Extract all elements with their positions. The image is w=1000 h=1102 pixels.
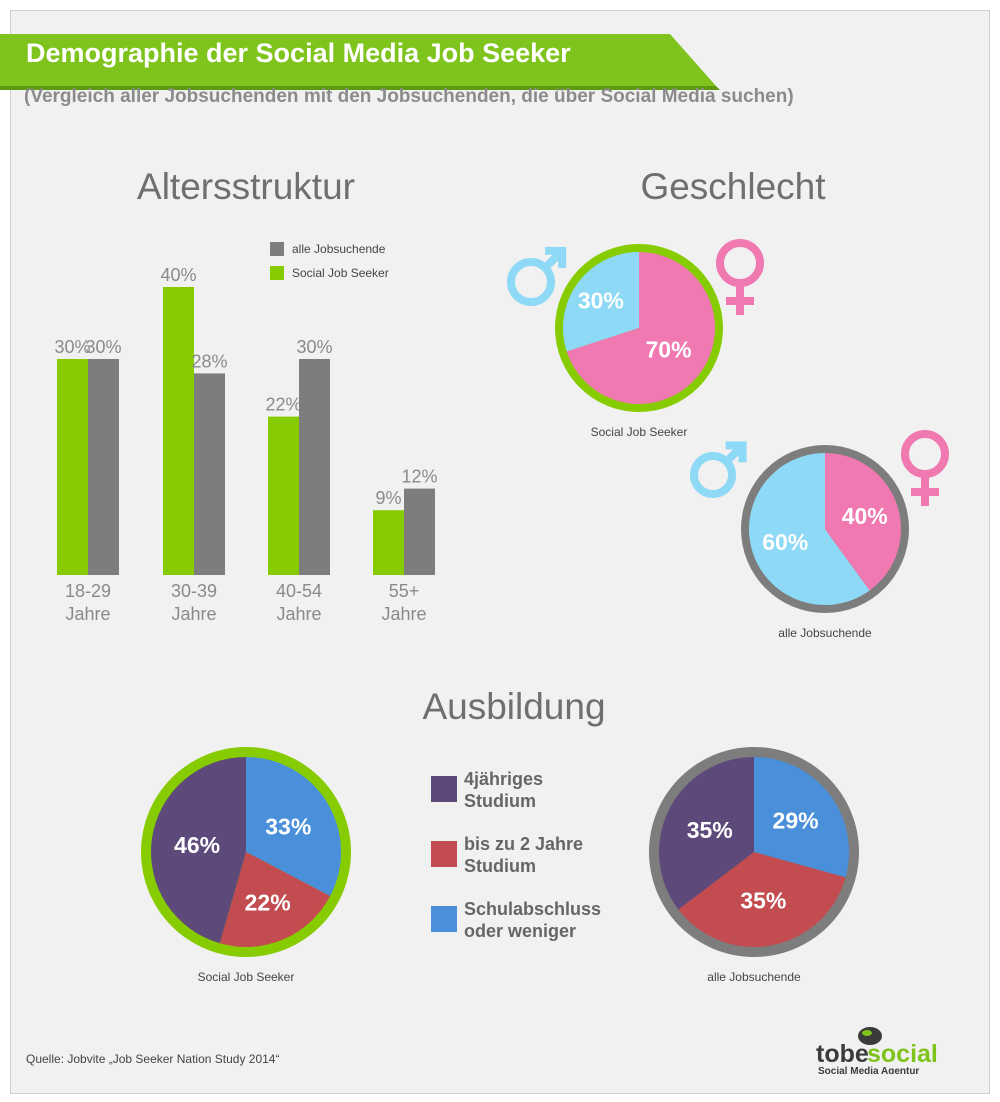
x-tick-label: Jahre [65,604,110,624]
pie-slice [754,757,849,878]
legend-label: Social Job Seeker [292,266,389,280]
pie-slice-label: 30% [578,287,624,313]
legend-label: alle Jobsuchende [292,242,386,256]
bar-social-1 [163,287,194,575]
education-legend-label: Studium [464,856,536,876]
legend-swatch [270,266,284,280]
page-subtitle: (Vergleich aller Jobsuchenden mit den Jo… [24,86,794,107]
male-circle [690,452,736,498]
pie-slice [219,852,331,948]
page-title: Demographie der Social Media Job Seeker [26,38,571,68]
x-tick-label: 18-29 [65,581,111,601]
pie-caption: alle Jobsuchende [707,970,801,984]
x-tick-label: 40-54 [276,581,322,601]
bar-value-label: 30% [296,337,332,357]
pie-slice-label: 33% [265,813,311,839]
bar-value-label: 30% [85,337,121,357]
x-tick-label: 30-39 [171,581,217,601]
female-circle [716,239,764,287]
pie-caption: alle Jobsuchende [778,626,872,640]
pie-slice [659,757,754,910]
pie-slice [566,252,716,404]
education-legend-label: Schulabschluss [464,899,601,919]
pie-slice [150,757,246,944]
education-legend-swatch [431,776,457,802]
source-note: Quelle: Jobvite „Job Seeker Nation Study… [26,1052,280,1066]
pie-slice-label: 29% [773,807,819,833]
education-legend-label: bis zu 2 Jahre [464,834,583,854]
bar-value-label: 22% [265,395,301,415]
logo-mark: tobe social Social Media Agentur [816,1027,938,1077]
education-legend-label: oder weniger [464,921,576,941]
male-icon [507,246,567,306]
bar-all-1 [194,373,225,575]
logo-brand-a: tobe [816,1040,869,1068]
pie-slice-label: 40% [842,503,888,529]
bar-social-2 [268,416,299,575]
pie-caption: Social Job Seeker [591,425,688,439]
age-section-title: Altersstruktur [137,166,355,207]
pie-slice-label: 22% [245,890,291,916]
pie-slice-label: 35% [687,817,733,843]
pie-slice [749,453,870,605]
pie-slice [563,251,639,352]
logo-tagline: Social Media Agentur [818,1066,919,1074]
female-icon [716,239,764,315]
x-tick-label: 55+ [389,581,420,601]
pie-slice-label: 70% [645,336,691,362]
male-circle [507,258,555,306]
legend-swatch [270,242,284,256]
tobesocial-logo: tobe social Social Media Agentur [806,1024,946,1077]
bar-value-label: 12% [401,467,437,487]
bar-all-3 [404,488,435,575]
gender-section-title: Geschlecht [640,166,826,207]
male-arrow-head [545,246,567,268]
bar-value-label: 28% [191,351,227,371]
pie-slice [825,453,902,591]
bar-social-0 [57,359,88,575]
bar-value-label: 30% [54,337,90,357]
pie-slice-label: 46% [174,832,220,858]
bar-value-label: 40% [160,265,196,285]
bar-all-0 [88,359,119,575]
female-circle [901,430,949,478]
pie-slice-label: 35% [740,888,786,914]
education-legend-swatch [431,906,457,932]
education-section-title: Ausbildung [422,686,606,727]
male-arrow-head [725,441,747,463]
education-legend-label: 4jähriges [464,769,543,789]
education-legend-swatch [431,841,457,867]
education-legend-label: Studium [464,791,536,811]
pie-slice [678,852,846,947]
logo-brand-b: social [867,1040,938,1068]
pie-caption: Social Job Seeker [198,970,295,984]
bar-social-3 [373,510,404,575]
x-tick-label: Jahre [276,604,321,624]
pie-slice [246,757,341,897]
bar-value-label: 9% [375,488,401,508]
x-tick-label: Jahre [171,604,216,624]
male-icon [690,441,747,498]
pie-slice-label: 60% [762,529,808,555]
x-tick-label: Jahre [381,604,426,624]
bar-all-2 [299,359,330,575]
female-icon [901,430,949,506]
banner-shape [0,34,720,90]
